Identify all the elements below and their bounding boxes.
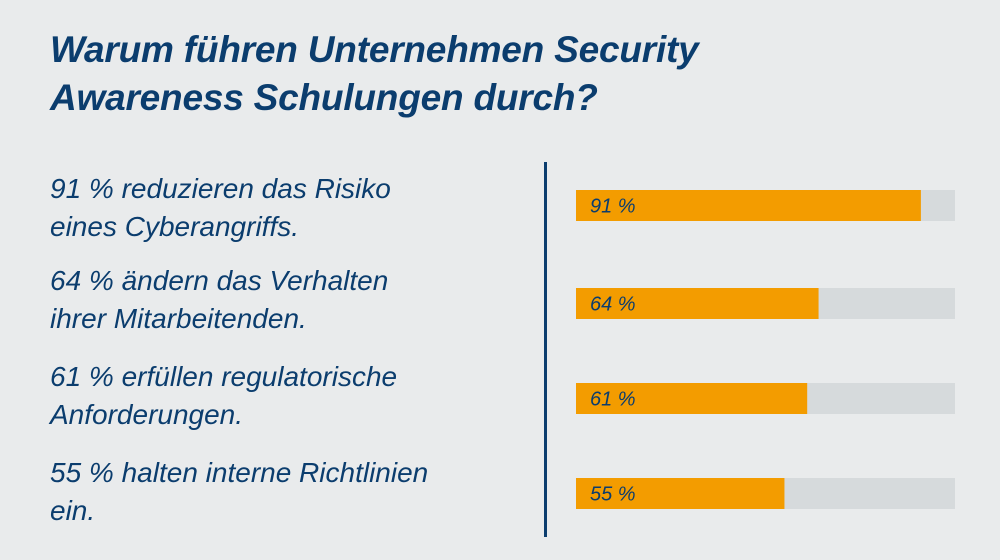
statement-3: 61 % erfüllen regulatorische Anforderung… bbox=[50, 358, 520, 434]
statement-2-line-1: 64 % ändern das Verhalten bbox=[50, 265, 389, 296]
bar-value-label-2: 64 % bbox=[590, 294, 636, 316]
statement-4-line-2: ein. bbox=[50, 495, 96, 526]
bar-2 bbox=[576, 288, 819, 319]
bar-1 bbox=[576, 190, 921, 221]
page-title-line-1: Warum führen Unternehmen Security bbox=[50, 29, 699, 70]
statement-3-line-1: 61 % erfüllen regulatorische bbox=[50, 361, 398, 392]
page-title-line-2: Awareness Schulungen durch? bbox=[50, 77, 598, 118]
statement-1: 91 % reduzieren das Risiko eines Cyberan… bbox=[50, 170, 520, 246]
statement-1-line-1: 91 % reduzieren das Risiko bbox=[50, 173, 391, 204]
bar-value-label-1: 91 % bbox=[590, 196, 636, 218]
page-title: Warum führen Unternehmen Security Awaren… bbox=[50, 26, 950, 122]
bar-4 bbox=[576, 478, 785, 509]
statement-4-line-1: 55 % halten interne Richtlinien bbox=[50, 457, 429, 488]
statement-2-line-2: ihrer Mitarbeitenden. bbox=[50, 303, 307, 334]
statement-4: 55 % halten interne Richtlinien ein. bbox=[50, 454, 520, 530]
vertical-divider bbox=[544, 162, 547, 537]
statement-2: 64 % ändern das Verhalten ihrer Mitarbei… bbox=[50, 262, 520, 338]
statement-3-line-2: Anforderungen. bbox=[50, 399, 244, 430]
bar-value-label-4: 55 % bbox=[590, 484, 636, 506]
bar-3 bbox=[576, 383, 808, 414]
statement-1-line-2: eines Cyberangriffs. bbox=[50, 211, 300, 242]
bar-value-label-3: 61 % bbox=[590, 389, 636, 411]
